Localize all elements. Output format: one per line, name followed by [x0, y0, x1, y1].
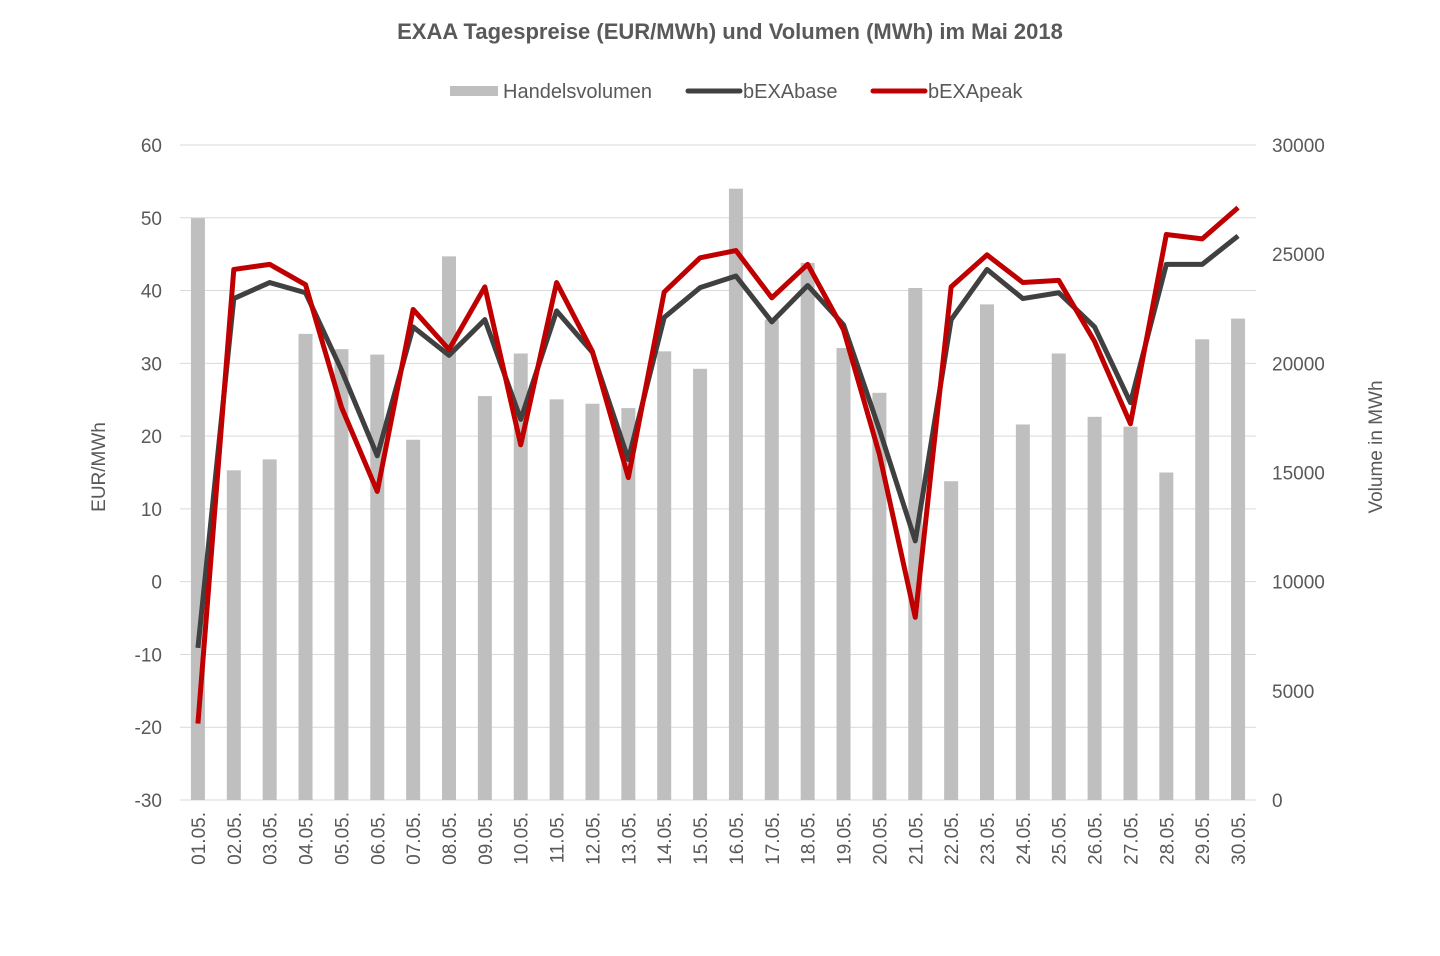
x-tick-label: 18.05.: [799, 812, 820, 865]
x-tick-label: 09.05.: [476, 812, 497, 865]
x-tick-label: 01.05.: [189, 812, 210, 865]
y-tick-label: 0: [151, 573, 162, 594]
volume-bar: [908, 288, 923, 800]
volume-bar: [800, 262, 815, 800]
y-tick-label: -10: [135, 645, 162, 666]
x-tick-label: 22.05.: [942, 812, 963, 865]
volume-bar: [944, 481, 959, 800]
volume-bar: [226, 470, 241, 800]
volume-bar: [621, 408, 636, 800]
x-tick-label: 29.05.: [1193, 812, 1214, 865]
x-tick-label: 23.05.: [978, 812, 999, 865]
x-tick-label: 08.05.: [440, 812, 461, 865]
volume-bar: [1231, 318, 1246, 800]
y-axis-title: EUR/MWh: [89, 422, 110, 512]
y2-tick-label: 0: [1272, 791, 1283, 812]
volume-bar: [872, 392, 887, 800]
x-tick-label: 02.05.: [225, 812, 246, 865]
legend-label: bEXAbase: [743, 81, 838, 103]
x-tick-label: 15.05.: [691, 812, 712, 865]
x-tick-label: 06.05.: [368, 812, 389, 865]
x-tick-label: 10.05.: [512, 812, 533, 865]
x-tick-label: 24.05.: [1014, 812, 1035, 865]
y-tick-label: 60: [141, 136, 162, 157]
y-tick-label: 20: [141, 427, 162, 448]
lines: [195, 205, 1240, 724]
y2-tick-label: 25000: [1272, 245, 1325, 266]
y2-tick-label: 30000: [1272, 136, 1325, 157]
volume-bar: [477, 396, 492, 800]
legend-label: Handelsvolumen: [503, 81, 652, 103]
y-tick-label: 10: [141, 500, 162, 521]
x-tick-label: 26.05.: [1086, 812, 1107, 865]
volume-bar: [406, 439, 421, 800]
line-bexabase: [195, 234, 1240, 649]
chart-title: EXAA Tagespreise (EUR/MWh) und Volumen (…: [397, 19, 1063, 44]
axes: 60 50 40 30 20 10 0 -10 -20 -30 30000 25000 20000 150…: [135, 136, 1325, 865]
volume-bar: [585, 403, 600, 800]
y2-tick-label: 5000: [1272, 682, 1314, 703]
x-tick-label: 16.05.: [727, 812, 748, 865]
volume-bar: [370, 354, 385, 800]
y2-tick-label: 10000: [1272, 573, 1325, 594]
x-tick-label: 14.05.: [655, 812, 676, 865]
volume-bar: [980, 304, 994, 800]
line-bexapeak: [195, 205, 1240, 724]
y-tick-label: 40: [141, 282, 162, 303]
x-tick-label: 12.05.: [583, 812, 604, 865]
volume-bar: [1159, 472, 1174, 800]
x-tick-label: 20.05.: [870, 812, 891, 865]
y-tick-label: 50: [141, 209, 162, 230]
legend-label: bEXApeak: [928, 81, 1024, 103]
y-tick-label: 30: [141, 354, 162, 375]
volume-bar: [1087, 416, 1102, 800]
volume-bar: [442, 256, 456, 801]
volume-bar: [549, 399, 564, 800]
volume-bar: [657, 351, 672, 800]
volume-bar: [262, 459, 277, 800]
volume-bar: [836, 348, 851, 800]
volume-bar: [1123, 426, 1138, 800]
volume-bar: [693, 368, 708, 800]
legend-swatch-bar: [450, 86, 498, 96]
x-tick-label: 27.05.: [1121, 812, 1142, 865]
y2-tick-label: 20000: [1272, 354, 1325, 375]
legend: Handelsvolumen bEXAbase bEXApeak: [450, 81, 1024, 103]
x-tick-label: 17.05.: [763, 812, 784, 865]
volume-bar: [1051, 353, 1066, 800]
x-tick-label: 05.05.: [332, 812, 353, 865]
y-tick-label: -30: [135, 791, 162, 812]
x-tick-label: 19.05.: [835, 812, 856, 865]
volume-bar: [1015, 424, 1030, 800]
volume-bar: [334, 349, 349, 800]
x-tick-label: 25.05.: [1050, 812, 1071, 865]
x-tick-label: 07.05.: [404, 812, 425, 865]
volume-bar: [1195, 339, 1210, 800]
x-tick-label: 28.05.: [1157, 812, 1178, 865]
y2-axis-title: Volume in MWh: [1366, 380, 1387, 513]
x-tick-label: 21.05.: [906, 812, 927, 865]
gridlines: [180, 144, 1256, 801]
y2-tick-label: 15000: [1272, 464, 1325, 485]
y-tick-label: -20: [135, 718, 162, 739]
x-tick-label: 13.05.: [619, 812, 640, 865]
x-tick-label: 30.05.: [1229, 812, 1250, 865]
volume-bar: [513, 353, 528, 800]
x-tick-label: 04.05.: [297, 812, 318, 865]
volume-bar: [298, 333, 313, 800]
x-tick-label: 11.05.: [548, 812, 569, 863]
volume-bar: [764, 319, 779, 800]
volume-bar: [728, 188, 743, 800]
x-tick-label: 03.05.: [261, 812, 282, 865]
